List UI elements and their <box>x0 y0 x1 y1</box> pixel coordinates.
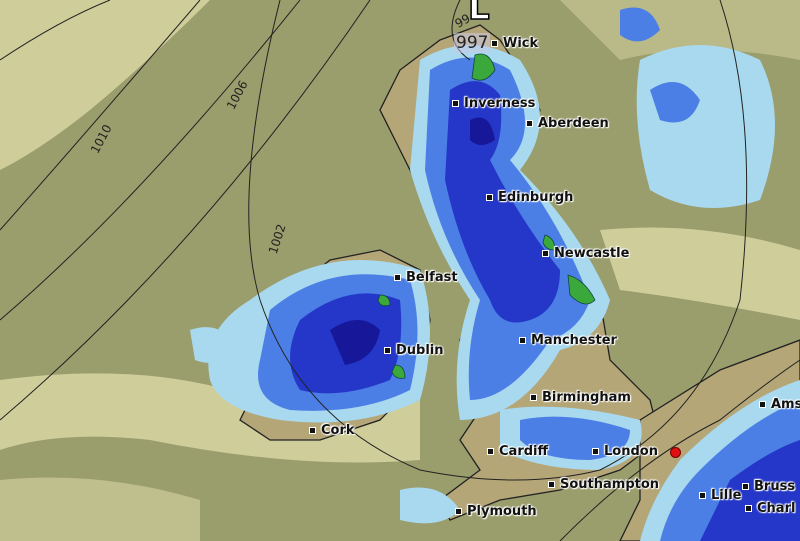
city-dot <box>487 448 494 455</box>
city-label: Charl <box>745 501 795 516</box>
city-dot <box>455 508 462 515</box>
city-dot <box>491 40 498 47</box>
city-label: Inverness <box>452 96 535 111</box>
low-pressure-symbol: L <box>467 0 490 29</box>
low-pressure-value: 997 <box>454 33 491 53</box>
city-dot <box>699 492 706 499</box>
city-label: London <box>592 444 658 459</box>
city-dot <box>519 337 526 344</box>
city-dot <box>592 448 599 455</box>
city-label: Dublin <box>384 343 444 358</box>
precipitation <box>190 7 800 541</box>
city-dot <box>452 100 459 107</box>
city-label: Ams <box>759 397 800 412</box>
city-label: Belfast <box>394 270 458 285</box>
city-label: Lille <box>699 488 741 503</box>
city-label: Cork <box>309 423 355 438</box>
city-label: Cardiff <box>487 444 548 459</box>
city-label: Wick <box>491 36 538 51</box>
city-label: Newcastle <box>542 246 629 261</box>
city-dot <box>530 394 537 401</box>
city-dot <box>548 481 555 488</box>
city-dot <box>394 274 401 281</box>
city-dot <box>745 505 752 512</box>
city-dot <box>526 120 533 127</box>
city-dot <box>542 250 549 257</box>
city-dot <box>309 427 316 434</box>
city-label: Plymouth <box>455 504 537 519</box>
location-marker <box>670 447 681 458</box>
city-label: Edinburgh <box>486 190 573 205</box>
city-label: Birmingham <box>530 390 631 405</box>
city-dot <box>759 401 766 408</box>
city-label: Bruss <box>742 479 795 494</box>
city-dot <box>486 194 493 201</box>
city-label: Aberdeen <box>526 116 609 131</box>
city-dot <box>384 347 391 354</box>
city-dot <box>742 483 749 490</box>
city-label: Manchester <box>519 333 617 348</box>
city-label: Southampton <box>548 477 659 492</box>
